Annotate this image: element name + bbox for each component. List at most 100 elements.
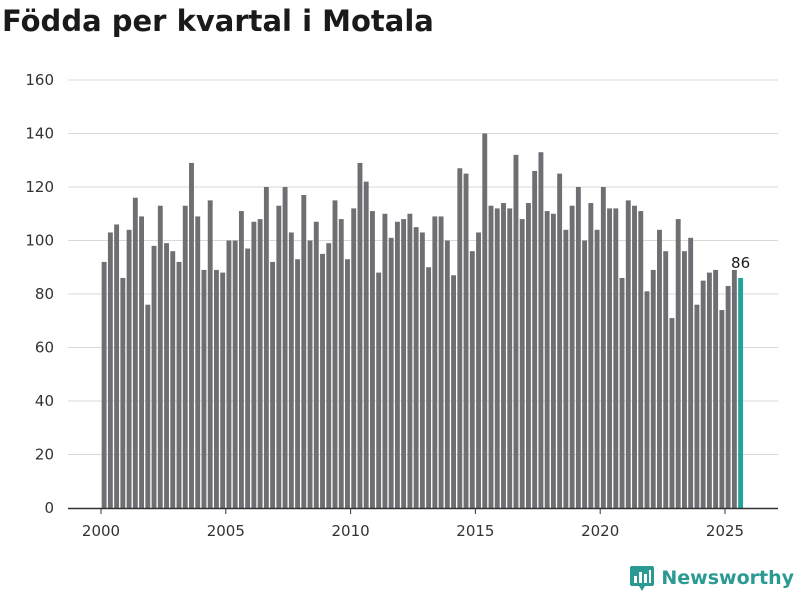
y-tick-label: 20 bbox=[35, 446, 54, 464]
bar bbox=[164, 243, 169, 508]
bar bbox=[270, 261, 276, 508]
bar bbox=[569, 205, 575, 508]
y-tick-label: 140 bbox=[25, 125, 54, 143]
bar bbox=[588, 203, 594, 509]
bar bbox=[682, 251, 687, 508]
latest-value-label: 86 bbox=[731, 254, 750, 272]
bar bbox=[201, 269, 207, 508]
bar bbox=[357, 162, 363, 508]
y-tick-label: 120 bbox=[25, 178, 54, 196]
bar bbox=[432, 216, 438, 508]
bar bbox=[370, 211, 375, 508]
bar bbox=[394, 221, 400, 508]
bar bbox=[238, 211, 244, 508]
bar bbox=[139, 216, 145, 508]
bar bbox=[607, 208, 613, 508]
bar bbox=[476, 232, 481, 508]
y-tick-label: 0 bbox=[44, 499, 54, 517]
bar bbox=[519, 219, 525, 508]
bar bbox=[263, 187, 269, 508]
bar bbox=[669, 318, 675, 508]
bar bbox=[538, 152, 544, 508]
bar bbox=[245, 248, 251, 508]
bar bbox=[444, 240, 450, 508]
x-tick-label: 2010 bbox=[332, 522, 370, 540]
bar bbox=[688, 237, 694, 508]
bar bbox=[488, 205, 494, 508]
bar bbox=[126, 229, 132, 509]
x-tick-label: 2005 bbox=[207, 522, 245, 540]
bar bbox=[594, 229, 600, 509]
bar bbox=[525, 203, 531, 509]
bar bbox=[145, 304, 151, 508]
bar bbox=[326, 243, 332, 508]
brand-logo[interactable]: Newsworthy bbox=[629, 564, 794, 592]
bar bbox=[382, 213, 388, 508]
x-tick-label: 2015 bbox=[456, 522, 494, 540]
bar bbox=[338, 219, 344, 508]
bar bbox=[114, 224, 120, 508]
bar bbox=[288, 232, 294, 508]
y-tick-label: 80 bbox=[35, 285, 54, 303]
x-axis-ticks: 2000 2005 2010 2015 2020 2025 bbox=[82, 508, 744, 540]
bar bbox=[282, 187, 288, 508]
x-tick-label: 2025 bbox=[706, 522, 744, 540]
y-axis-ticks: 0 20 40 60 80 100 120 140 160 bbox=[25, 71, 54, 517]
bar bbox=[251, 221, 257, 508]
bar bbox=[313, 221, 319, 508]
bar bbox=[332, 200, 338, 509]
bar bbox=[157, 205, 163, 508]
bar bbox=[176, 261, 182, 508]
bar bbox=[301, 195, 307, 508]
bar-series bbox=[101, 133, 744, 509]
bar bbox=[706, 272, 712, 508]
bar bbox=[401, 219, 407, 508]
bar bbox=[713, 269, 719, 508]
y-tick-label: 40 bbox=[35, 392, 54, 410]
bar bbox=[557, 173, 563, 509]
bar bbox=[363, 181, 369, 508]
bar bbox=[663, 251, 669, 508]
bar bbox=[644, 291, 650, 508]
x-tick-label: 2000 bbox=[82, 522, 120, 540]
bar bbox=[182, 205, 188, 508]
newsworthy-logo-icon bbox=[630, 566, 655, 591]
bar bbox=[575, 187, 581, 508]
y-tick-label: 60 bbox=[35, 339, 54, 357]
bar bbox=[419, 232, 425, 508]
bar bbox=[195, 216, 201, 508]
bar bbox=[657, 229, 662, 509]
bar bbox=[220, 272, 226, 508]
bar bbox=[257, 219, 263, 508]
bar bbox=[613, 208, 619, 508]
bar bbox=[232, 240, 238, 508]
bar bbox=[457, 168, 463, 508]
data-labels: 86 bbox=[731, 254, 750, 272]
bar bbox=[507, 208, 513, 508]
bar bbox=[438, 216, 444, 508]
bar bbox=[725, 285, 731, 508]
bar bbox=[563, 229, 569, 509]
bar bbox=[426, 267, 432, 508]
bar bbox=[494, 208, 500, 508]
bar bbox=[469, 251, 475, 508]
bar bbox=[501, 203, 506, 509]
bar bbox=[451, 275, 457, 508]
chart-title: Födda per kvartal i Motala bbox=[2, 4, 434, 38]
bar bbox=[151, 245, 157, 508]
bar bbox=[719, 310, 725, 508]
bar bbox=[675, 219, 681, 508]
bar bbox=[632, 205, 637, 508]
bar bbox=[307, 240, 313, 508]
bar bbox=[226, 240, 232, 508]
bar bbox=[407, 213, 413, 508]
bar bbox=[700, 280, 706, 509]
bar bbox=[189, 162, 194, 508]
y-tick-label: 100 bbox=[25, 232, 54, 250]
bar bbox=[170, 251, 176, 508]
brand-name: Newsworthy bbox=[661, 567, 794, 589]
bar bbox=[600, 187, 606, 508]
bar bbox=[132, 197, 138, 508]
y-tick-label: 160 bbox=[25, 71, 54, 89]
